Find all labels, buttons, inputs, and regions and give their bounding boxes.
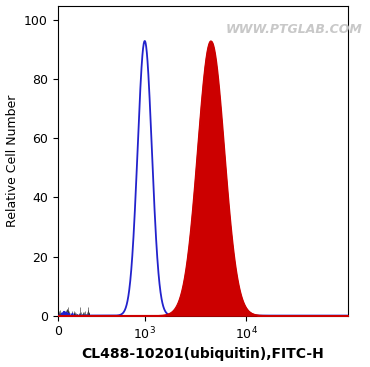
Y-axis label: Relative Cell Number: Relative Cell Number (6, 94, 18, 227)
X-axis label: CL488-10201(ubiquitin),FITC-H: CL488-10201(ubiquitin),FITC-H (81, 348, 324, 361)
Text: WWW.PTGLAB.COM: WWW.PTGLAB.COM (226, 23, 363, 36)
